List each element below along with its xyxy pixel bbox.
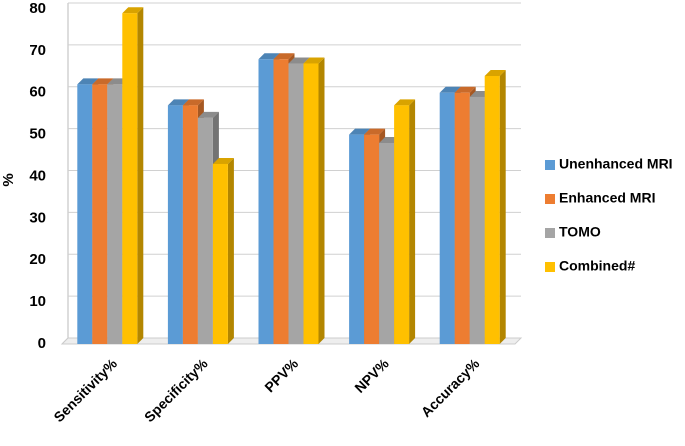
bar — [439, 92, 455, 344]
bar — [258, 59, 274, 344]
bar-top — [182, 99, 204, 106]
y-tick-label: 40 — [29, 167, 46, 184]
legend-swatch — [545, 262, 555, 272]
bar-top — [439, 86, 461, 93]
bar-top — [212, 157, 234, 164]
legend-swatch — [545, 194, 555, 204]
bar-top — [273, 53, 295, 60]
x-tick-label: Sensitivity% — [50, 355, 120, 425]
bar-side — [227, 157, 234, 344]
bar — [288, 63, 304, 344]
y-tick-label: 50 — [29, 126, 46, 143]
bar-top — [92, 78, 114, 85]
bar-side — [499, 70, 506, 344]
bar-side — [137, 7, 144, 344]
y-tick-label: 30 — [29, 209, 46, 226]
y-axis-label: % — [0, 173, 17, 186]
y-tick-label: 0 — [38, 335, 46, 352]
bar-top — [167, 99, 189, 106]
x-tick-label: NPV% — [351, 355, 392, 396]
legend-swatch — [545, 228, 555, 238]
bar-top — [197, 111, 219, 118]
bar-side — [318, 57, 325, 344]
y-tick-label: 10 — [29, 293, 46, 310]
bar — [454, 92, 470, 344]
legend-label: Enhanced MRI — [559, 190, 655, 206]
bar-top — [77, 78, 99, 85]
bar-top — [288, 57, 310, 64]
x-tick-label: PPV% — [261, 355, 301, 395]
bar-top — [394, 99, 416, 106]
bar — [303, 63, 319, 344]
legend-swatch — [545, 160, 555, 170]
bar-top — [364, 128, 386, 135]
bar — [167, 105, 183, 344]
bar — [349, 134, 365, 344]
bar — [379, 143, 395, 344]
y-tick-label: 20 — [29, 251, 46, 268]
y-tick-label: 60 — [29, 84, 46, 101]
bar — [273, 59, 289, 344]
bar-top — [122, 7, 144, 14]
bar-top — [484, 70, 506, 76]
bar-top — [454, 86, 476, 93]
x-tick-label: Accuracy% — [418, 355, 483, 420]
legend-label: Combined# — [559, 258, 635, 274]
bar — [212, 163, 228, 344]
legend-label: Unenhanced MRI — [559, 156, 673, 172]
bar-side — [409, 99, 416, 344]
x-tick-label: Specificity% — [141, 355, 211, 425]
bar — [122, 13, 138, 344]
bar — [92, 84, 108, 344]
bar — [484, 76, 500, 344]
bar — [197, 117, 213, 344]
bar — [107, 84, 123, 344]
bar — [394, 105, 410, 344]
y-tick-label: 70 — [29, 42, 46, 59]
bar — [182, 105, 198, 344]
bar — [364, 134, 380, 344]
bar — [469, 96, 485, 344]
bar-top — [258, 53, 280, 60]
bar-top — [349, 128, 371, 135]
legend-label: TOMO — [559, 224, 601, 240]
bar-top — [303, 57, 325, 64]
bar — [77, 84, 93, 344]
y-tick-label: 80 — [29, 0, 46, 17]
